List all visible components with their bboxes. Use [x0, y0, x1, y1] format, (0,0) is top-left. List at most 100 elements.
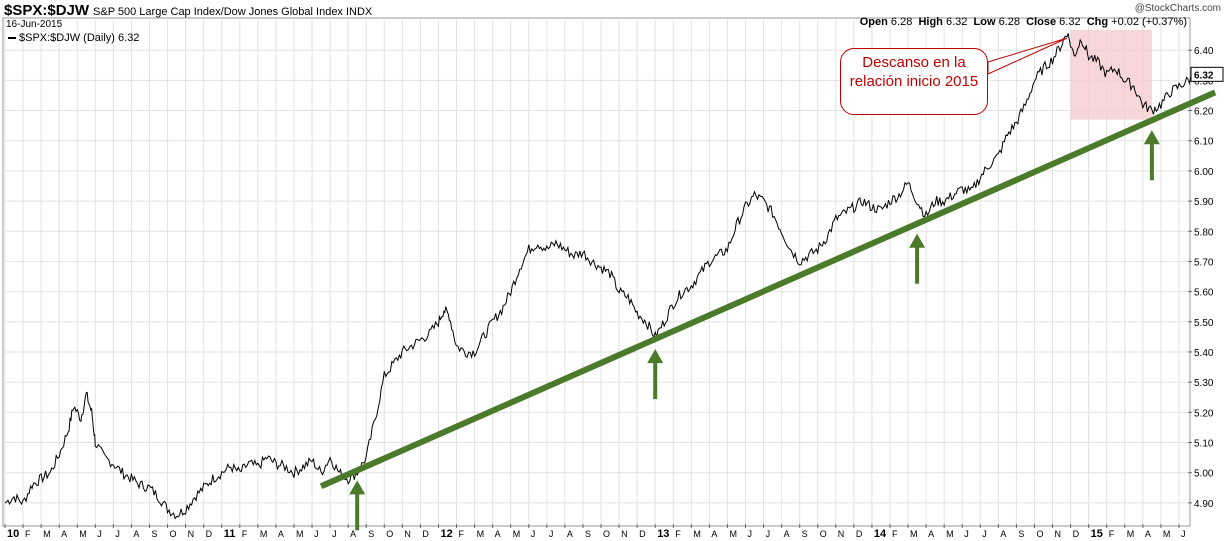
- x-tick-label: N: [1055, 529, 1062, 539]
- y-tick-label: 5.60: [1194, 288, 1214, 299]
- x-tick-label: N: [188, 529, 195, 539]
- y-tick-label: 6.20: [1194, 107, 1214, 118]
- x-tick-label: S: [368, 529, 374, 539]
- y-tick-label: 5.90: [1194, 197, 1214, 208]
- high-label: High: [918, 16, 943, 28]
- support-arrows: [349, 130, 1160, 531]
- x-tick-label: A: [711, 529, 717, 539]
- x-tick-label: J: [97, 529, 102, 539]
- open-value: 6.28: [890, 16, 913, 28]
- price-line: [4, 33, 1198, 520]
- x-tick-label: F: [1109, 529, 1115, 539]
- y-tick-label: 4.90: [1194, 499, 1214, 510]
- y-tick-label: 5.80: [1194, 227, 1214, 238]
- x-tick-label: S: [151, 529, 157, 539]
- x-tick-label: F: [892, 529, 898, 539]
- x-tick-label: M: [946, 529, 954, 539]
- x-tick-label: S: [585, 529, 591, 539]
- y-tick-label: 5.30: [1194, 378, 1214, 389]
- annotation-callout: Descanso en la relación inicio 2015: [840, 48, 988, 115]
- legend-label: $SPX:$DJW (Daily) 6.32: [19, 32, 140, 44]
- x-tick-label: O: [1036, 529, 1043, 539]
- x-tick-label: A: [928, 529, 934, 539]
- x-tick-label: D: [639, 529, 646, 539]
- x-tick-label: 12: [440, 528, 452, 540]
- low-value: 6.28: [998, 16, 1020, 28]
- x-tick-label: J: [1181, 529, 1186, 539]
- x-tick-label: 13: [657, 528, 669, 540]
- x-tick-label: M: [1127, 529, 1135, 539]
- x-tick-label: J: [748, 529, 753, 539]
- x-tick-label: M: [477, 529, 485, 539]
- highlight-region: [1070, 30, 1152, 120]
- low-label: Low: [973, 16, 996, 28]
- last-value-label: 6.32: [1194, 70, 1214, 81]
- close-label: Close: [1026, 16, 1057, 28]
- last-value-box: [1190, 66, 1224, 82]
- x-tick-label: S: [1018, 529, 1024, 539]
- x-tick-label: A: [278, 529, 284, 539]
- x-tick-label: D: [1073, 529, 1080, 539]
- x-tick-label: F: [25, 529, 31, 539]
- x-tick-label: N: [404, 529, 411, 539]
- x-tick-label: M: [296, 529, 304, 539]
- callout-tail: [987, 37, 1068, 75]
- x-tick-label: J: [964, 529, 969, 539]
- y-tick-label: 5.20: [1194, 408, 1214, 419]
- x-tick-label: F: [459, 529, 465, 539]
- series-legend: $SPX:$DJW (Daily) 6.32: [8, 32, 139, 44]
- legend-swatch: [8, 37, 16, 40]
- ohlc-readout: Open 6.28 High 6.32 Low 6.28 Close 6.32 …: [860, 16, 1187, 28]
- y-tick-label: 6.30: [1194, 76, 1214, 87]
- x-tick-label: M: [1163, 529, 1171, 539]
- x-tick-label: A: [61, 529, 67, 539]
- x-tick-label: M: [43, 529, 51, 539]
- chg-label: Chg: [1086, 16, 1109, 28]
- chart-description: S&P 500 Large Cap Index/Dow Jones Global…: [93, 6, 373, 18]
- chart-symbol: $SPX:$DJW: [4, 2, 90, 19]
- y-tick-label: 5.70: [1194, 257, 1214, 268]
- grid-lines: [4, 20, 1188, 524]
- x-tick-label: J: [549, 529, 554, 539]
- x-tick-label: J: [115, 529, 120, 539]
- highlight-rect: [1070, 30, 1152, 120]
- x-tick-label: O: [386, 529, 393, 539]
- x-tick-label: O: [820, 529, 827, 539]
- x-tick-label: A: [133, 529, 139, 539]
- x-axis-ticks: 10 F M A M J J A S O N D 11 F M A M J J A S O N D 12 F M A M J J A S O N D 1…: [4, 524, 1186, 540]
- x-tick-label: M: [729, 529, 737, 539]
- x-tick-label: A: [784, 529, 790, 539]
- y-tick-label: 6.10: [1194, 137, 1214, 148]
- x-tick-label: A: [1145, 529, 1151, 539]
- x-tick-label: D: [856, 529, 863, 539]
- chart-header: $SPX:$DJW S&P 500 Large Cap Index/Dow Jon…: [4, 2, 372, 20]
- x-tick-label: M: [910, 529, 918, 539]
- x-tick-label: A: [1000, 529, 1006, 539]
- y-tick-label: 6.40: [1194, 46, 1214, 57]
- x-tick-label: D: [422, 529, 429, 539]
- x-tick-label: D: [206, 529, 213, 539]
- plot-area-frame: [2, 17, 1191, 527]
- y-tick-label: 5.50: [1194, 318, 1214, 329]
- x-tick-label: A: [567, 529, 573, 539]
- x-tick-label: O: [170, 529, 177, 539]
- x-tick-label: S: [802, 529, 808, 539]
- price-series: [4, 33, 1198, 520]
- x-tick-label: J: [531, 529, 536, 539]
- support-arrow-head: [909, 233, 926, 248]
- support-arrow-head: [1143, 130, 1160, 145]
- y-tick-label: 5.40: [1194, 348, 1214, 359]
- x-tick-label: J: [982, 529, 987, 539]
- y-axis-ticks: 6.40 6.30 6.20 6.10 6.00 5.90 5.80 5.70 5.60 5.50…: [1188, 46, 1224, 510]
- brand-logo: @StockCharts.com: [1134, 3, 1221, 14]
- support-arrow-head: [647, 349, 664, 364]
- y-tick-label: 6.00: [1194, 167, 1214, 178]
- y-tick-label: 5.10: [1194, 439, 1214, 450]
- x-tick-label: M: [260, 529, 268, 539]
- x-tick-label: N: [621, 529, 628, 539]
- x-tick-label: 15: [1091, 528, 1103, 540]
- x-tick-label: F: [242, 529, 248, 539]
- x-tick-label: M: [513, 529, 521, 539]
- x-tick-label: O: [603, 529, 610, 539]
